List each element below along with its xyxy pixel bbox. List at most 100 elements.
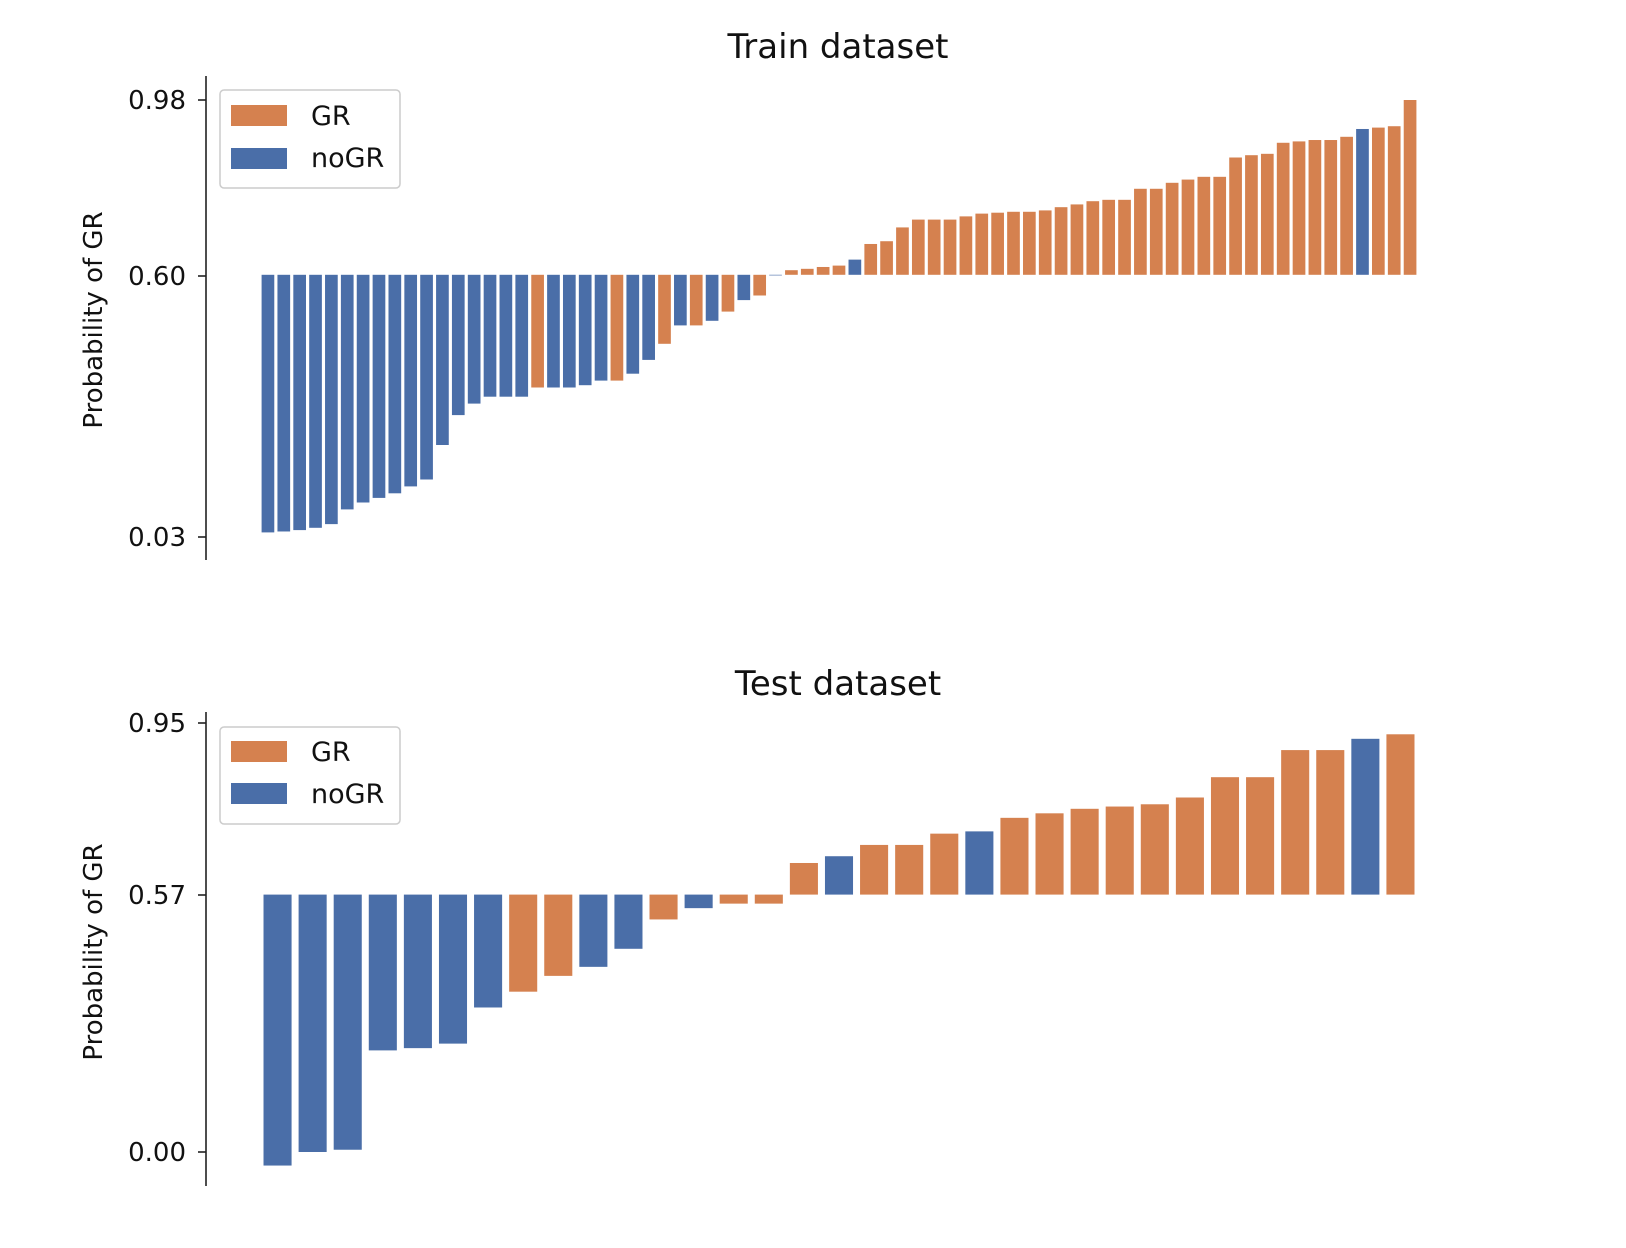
train-bar-25 — [642, 274, 655, 360]
train-bar-70 — [1356, 128, 1369, 275]
train-bar-23 — [610, 274, 624, 381]
train-bar-45 — [959, 216, 973, 275]
test-bar-31 — [1316, 750, 1345, 895]
train-legend-label-gr: GR — [311, 101, 351, 132]
test-y-tick-label: 0.95 — [128, 709, 186, 739]
test-legend-label-nogr: noGR — [311, 779, 384, 810]
train-bar-62 — [1229, 157, 1242, 275]
train-bar-8 — [372, 274, 386, 498]
train-bar-28 — [689, 274, 703, 326]
train-legend-swatch-nogr — [231, 148, 287, 169]
test-bar-14 — [719, 894, 748, 904]
test-y-tick-label: 0.00 — [128, 1138, 186, 1168]
train-bar-63 — [1245, 155, 1258, 275]
train-chart: Train dataset Probability of GR 0.98 0.6… — [79, 27, 1417, 560]
train-bar-13 — [451, 274, 465, 416]
test-bar-12 — [649, 894, 678, 920]
train-bar-71 — [1372, 127, 1385, 275]
train-bar-69 — [1340, 136, 1353, 275]
test-bar-10 — [579, 894, 608, 967]
train-bar-17 — [515, 274, 529, 397]
train-bar-57 — [1149, 188, 1163, 275]
train-bar-11 — [420, 274, 433, 480]
train-bar-30 — [721, 274, 735, 312]
train-bar-35 — [800, 268, 814, 275]
train-legend: GR noGR — [219, 89, 401, 189]
train-bar-52 — [1070, 204, 1084, 275]
test-bar-4 — [368, 894, 397, 1051]
test-legend-swatch-nogr — [231, 783, 287, 804]
train-bar-44 — [943, 219, 957, 275]
train-bar-68 — [1324, 140, 1338, 275]
train-bar-36 — [816, 266, 830, 275]
test-bar-9 — [544, 894, 573, 976]
train-bar-19 — [547, 274, 560, 388]
train-bar-42 — [911, 219, 925, 275]
train-bar-64 — [1260, 153, 1274, 275]
train-bar-55 — [1118, 199, 1131, 275]
test-bar-30 — [1281, 750, 1310, 895]
train-bars — [261, 100, 1417, 533]
train-bar-14 — [467, 274, 481, 404]
test-bar-3 — [333, 894, 362, 1150]
test-bar-32 — [1351, 738, 1380, 895]
train-bar-73 — [1403, 100, 1417, 275]
test-bar-27 — [1175, 797, 1204, 895]
test-bar-33 — [1386, 734, 1415, 895]
train-y-axis-label: Probability of GR — [79, 211, 109, 428]
test-bar-15 — [754, 894, 783, 904]
train-bar-21 — [578, 274, 592, 386]
train-bar-9 — [388, 274, 402, 494]
train-bar-54 — [1102, 199, 1116, 275]
test-bar-29 — [1246, 777, 1275, 895]
train-bar-48 — [1007, 211, 1020, 275]
train-y-tick-label: 0.60 — [128, 262, 186, 292]
train-bar-61 — [1213, 176, 1227, 275]
train-bar-60 — [1197, 176, 1211, 275]
train-bar-5 — [325, 274, 338, 525]
test-chart-title: Test dataset — [734, 664, 941, 704]
test-legend-swatch-gr — [231, 741, 287, 762]
test-bar-25 — [1105, 806, 1134, 895]
test-bar-6 — [438, 894, 468, 1044]
train-legend-swatch-gr — [231, 105, 287, 126]
train-bar-16 — [499, 274, 513, 397]
train-bar-31 — [737, 274, 751, 301]
train-bar-33 — [769, 274, 782, 276]
train-bar-18 — [531, 274, 544, 388]
train-legend-label-nogr: noGR — [311, 143, 384, 174]
train-bar-32 — [753, 274, 767, 296]
train-bar-72 — [1387, 126, 1401, 275]
test-bar-1 — [263, 894, 292, 1166]
train-bar-29 — [705, 274, 719, 321]
test-chart: Test dataset Probability of GR 0.95 0.57… — [79, 664, 1415, 1186]
train-bar-50 — [1038, 210, 1052, 275]
test-bar-18 — [860, 844, 889, 895]
test-y-tick-label: 0.57 — [128, 881, 186, 911]
train-bar-43 — [927, 219, 941, 275]
train-bar-22 — [594, 274, 608, 381]
test-bar-16 — [789, 862, 818, 895]
test-bar-21 — [965, 831, 994, 895]
train-bar-58 — [1165, 182, 1179, 275]
test-bar-11 — [614, 894, 643, 949]
train-bar-7 — [356, 274, 370, 503]
train-bar-38 — [848, 259, 862, 275]
train-bar-26 — [658, 274, 671, 344]
train-bar-2 — [277, 274, 291, 532]
train-bar-10 — [404, 274, 418, 487]
train-bar-40 — [880, 241, 893, 275]
test-bar-26 — [1140, 804, 1169, 895]
train-bar-37 — [832, 265, 846, 275]
train-bar-53 — [1086, 201, 1100, 275]
train-chart-title: Train dataset — [727, 27, 949, 67]
train-bar-65 — [1276, 142, 1290, 275]
train-bar-49 — [1023, 211, 1036, 275]
train-bar-20 — [562, 274, 576, 388]
test-bars — [263, 734, 1415, 1166]
test-legend-label-gr: GR — [311, 737, 351, 768]
test-bar-19 — [895, 844, 924, 895]
train-bar-41 — [896, 227, 909, 275]
train-bar-24 — [626, 274, 640, 374]
